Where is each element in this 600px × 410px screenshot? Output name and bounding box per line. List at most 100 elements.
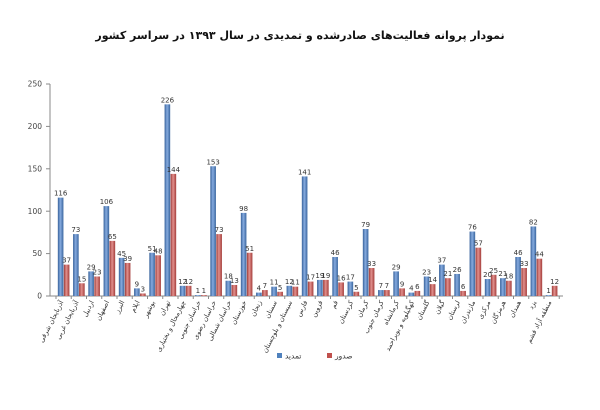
x-tick-label-18: قم: [329, 299, 340, 310]
value-label-renewal-5: 9: [135, 280, 139, 288]
value-label-renewal-14: 11: [270, 279, 279, 287]
value-label-renewal-30: 46: [514, 249, 523, 257]
bar-issued-12: [246, 252, 253, 296]
bar-renewal-22: [393, 271, 399, 296]
value-label-renewal-13: 4: [257, 285, 262, 293]
value-label-renewal-27: 76: [468, 224, 477, 232]
value-label-issued-20: 33: [367, 260, 376, 268]
bar-issued-7: [170, 173, 177, 296]
value-label-issued-13: 7: [263, 282, 267, 290]
bars: [57, 104, 558, 297]
x-tick-label-30: همدان: [508, 299, 523, 319]
bar-issued-28: [490, 274, 497, 296]
bar-issued-26: [460, 290, 466, 296]
value-label-renewal-24: 23: [422, 268, 431, 276]
value-label-renewal-4: 45: [117, 250, 126, 258]
x-tick-label-7: تهران: [158, 299, 172, 317]
bar-issued-32: [551, 285, 558, 296]
value-label-issued-14: 5: [278, 284, 282, 292]
value-label-renewal-32: 1: [546, 287, 550, 295]
value-label-renewal-11: 18: [224, 273, 233, 281]
value-label-renewal-20: 79: [361, 221, 370, 229]
bar-issued-19: [353, 291, 360, 296]
x-tick-label-4: البرز: [113, 299, 127, 315]
value-label-issued-15: 11: [291, 279, 300, 287]
legend-swatch-issued: [327, 353, 332, 358]
bar-issued-4: [124, 262, 131, 296]
legend-label-renewal: تمدید: [285, 352, 301, 361]
x-tick-label-17: قزوین: [310, 299, 325, 318]
bar-renewal-28: [484, 279, 491, 296]
value-label-renewal-22: 29: [392, 263, 401, 271]
value-label-issued-32: 12: [550, 278, 559, 286]
bar-issued-16: [307, 281, 314, 296]
value-label-renewal-17: 19: [315, 272, 324, 280]
bar-renewal-30: [515, 256, 521, 296]
y-tick-label-0: 0: [37, 292, 42, 301]
bar-renewal-5: [134, 288, 140, 296]
bar-renewal-29: [500, 278, 506, 296]
y-tick-label-4: 200: [28, 122, 43, 131]
bar-renewal-23: [408, 292, 415, 296]
y-tick-label-1: 50: [32, 249, 42, 258]
legend-swatch-renewal: [277, 353, 282, 358]
x-tick-label-24: گلستان: [414, 298, 432, 321]
x-tick-label-28: مرکزی: [476, 299, 492, 321]
bar-issued-8: [185, 285, 192, 296]
bar-issued-25: [445, 278, 451, 296]
y-ticks: 0 50 100 150 200 250: [28, 80, 50, 301]
value-label-renewal-15: 12: [285, 278, 294, 286]
value-label-renewal-7: 226: [161, 96, 175, 104]
x-tick-label-19: کردستان: [337, 299, 356, 325]
value-label-issued-19: 5: [354, 284, 358, 292]
value-label-renewal-3: 106: [100, 198, 114, 206]
value-label-renewal-8: 12: [178, 278, 187, 286]
bar-renewal-20: [362, 229, 369, 296]
value-label-renewal-26: 26: [453, 266, 462, 274]
value-label-issued-18: 16: [337, 274, 346, 282]
bar-renewal-17: [317, 279, 323, 296]
bar-renewal-15: [286, 285, 293, 296]
value-label-renewal-21: 7: [379, 282, 383, 290]
value-label-issued-30: 33: [520, 260, 529, 268]
bar-renewal-9: [195, 295, 201, 296]
bar-renewal-0: [57, 197, 64, 296]
value-label-issued-10: 73: [215, 226, 224, 234]
x-tick-label-13: زنجان: [249, 299, 264, 317]
chart-title: نمودار پروانه فعالیت‌های صادرشده و تمدید…: [94, 29, 504, 42]
value-label-issued-9: 1: [202, 287, 206, 295]
legend: تمدید صدور: [277, 352, 353, 361]
bar-renewal-6: [149, 252, 155, 296]
bar-renewal-21: [378, 290, 384, 296]
value-label-renewal-18: 46: [331, 249, 340, 257]
bar-issued-23: [414, 290, 421, 296]
x-tick-label-20: کرمان: [355, 299, 371, 319]
value-label-renewal-6: 51: [148, 245, 157, 253]
value-label-issued-8: 12: [184, 278, 193, 286]
value-label-renewal-2: 29: [87, 263, 96, 271]
x-tick-label-16: فارس: [295, 299, 310, 318]
bar-renewal-19: [347, 281, 354, 296]
value-label-issued-12: 51: [245, 245, 254, 253]
value-label-renewal-23: 4: [409, 285, 414, 293]
value-label-issued-24: 14: [428, 276, 437, 284]
value-label-renewal-29: 21: [498, 270, 507, 278]
bar-issued-9: [201, 295, 207, 296]
value-label-renewal-1: 73: [71, 226, 80, 234]
bar-issued-18: [338, 282, 344, 296]
value-label-issued-5: 3: [141, 285, 145, 293]
value-label-issued-29: 18: [504, 273, 513, 281]
legend-label-issued: صدور: [334, 352, 353, 361]
bar-renewal-4: [118, 257, 125, 296]
bar-renewal-26: [454, 273, 460, 296]
value-label-issued-27: 57: [474, 240, 483, 248]
value-label-renewal-9: 1: [196, 287, 200, 295]
bar-renewal-32: [545, 295, 552, 296]
bar-renewal-8: [179, 285, 186, 296]
value-label-issued-11: 13: [230, 277, 239, 285]
value-label-renewal-19: 17: [346, 274, 355, 282]
bar-renewal-11: [225, 280, 232, 296]
bar-issued-31: [536, 258, 543, 296]
